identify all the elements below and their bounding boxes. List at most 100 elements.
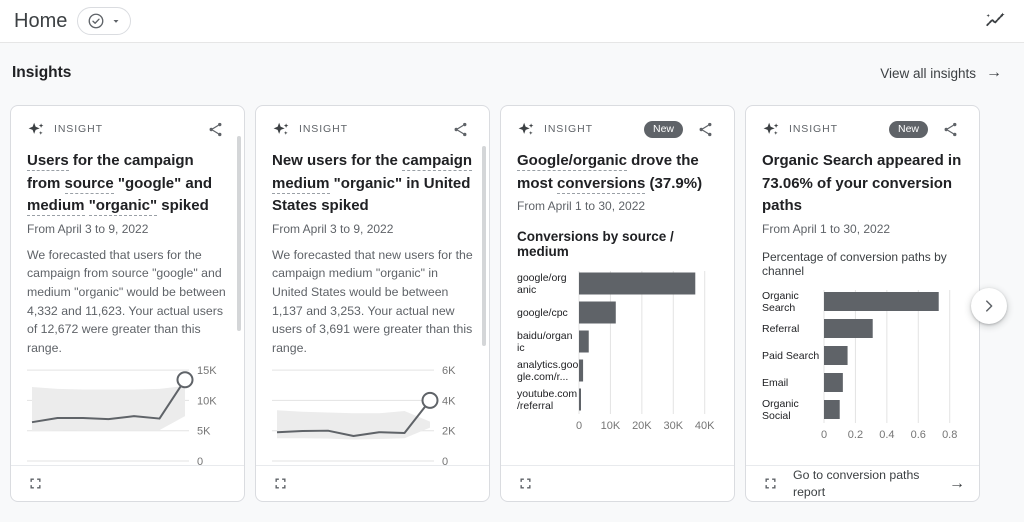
card-title: Organic Search appeared in 73.06% of you… <box>762 152 962 214</box>
chart-container: Organic Search Referral Paid Search Email Org… <box>762 288 963 443</box>
insight-card-conversions-by-source: INSIGHT New Google/organic drove the mos… <box>500 105 735 502</box>
svg-text:gle.com/r...: gle.com/r... <box>517 371 568 383</box>
users-line-chart: 15K10K5K020Feb2706Mar13202703Apr <box>27 365 217 465</box>
svg-text:Paid Search: Paid Search <box>762 350 819 362</box>
svg-text:0: 0 <box>576 420 582 432</box>
expand-icon[interactable] <box>515 473 536 494</box>
carousel-next-button[interactable] <box>971 288 1007 324</box>
svg-text:40K: 40K <box>695 420 715 432</box>
chart-section-title: Conversions by source / medium <box>517 229 674 259</box>
svg-text:10K: 10K <box>197 395 217 407</box>
insights-heading: Insights <box>12 64 72 81</box>
underlined-term[interactable]: "organic" <box>88 197 158 216</box>
card-date: From April 1 to 30, 2022 <box>517 199 646 213</box>
card-footer <box>256 465 489 501</box>
share-icon[interactable] <box>203 117 228 142</box>
right-arrow-icon: → <box>986 64 1002 81</box>
svg-text:30K: 30K <box>663 420 683 432</box>
svg-text:google/org: google/org <box>517 272 567 284</box>
card-footer: Go to conversion paths report → <box>746 465 979 501</box>
expand-icon[interactable] <box>25 473 46 494</box>
insight-card-conversion-paths: INSIGHT New Organic Search appeared in 7… <box>745 105 980 502</box>
sparkle-insight-icon <box>272 120 291 139</box>
view-all-insights-label: View all insights <box>880 65 976 81</box>
share-icon[interactable] <box>448 117 473 142</box>
underlined-term[interactable]: Users <box>27 152 69 171</box>
card-date: From April 3 to 9, 2022 <box>272 221 394 236</box>
svg-text:0.2: 0.2 <box>848 429 863 441</box>
caret-down-icon <box>111 16 121 26</box>
svg-text:Organic: Organic <box>762 398 799 410</box>
svg-text:youtube.com: youtube.com <box>517 388 577 400</box>
insight-kicker: INSIGHT <box>54 123 103 135</box>
svg-text:6K: 6K <box>442 365 456 377</box>
svg-text:0: 0 <box>821 429 827 441</box>
share-icon[interactable] <box>693 117 718 142</box>
insight-kicker: INSIGHT <box>544 123 593 135</box>
underlined-term[interactable]: conversions <box>557 174 646 194</box>
svg-text:4K: 4K <box>442 395 456 407</box>
expand-icon[interactable] <box>760 473 781 494</box>
share-icon[interactable] <box>938 117 963 142</box>
svg-text:0.6: 0.6 <box>911 429 926 441</box>
insight-card-new-users-spiked: INSIGHT New users for the campaign mediu… <box>255 105 490 502</box>
chart-section-label: Percentage of conversion paths by channe… <box>762 249 947 278</box>
card-main: INSIGHT New Google/organic drove the mos… <box>501 106 734 465</box>
sparkle-insight-icon <box>762 120 781 139</box>
card-header: INSIGHT <box>27 118 228 140</box>
card-main: INSIGHT Users for the campaign from sour… <box>11 106 244 465</box>
conversions-bar-chart: google/organic google/cpc baidu/organic ana… <box>517 271 715 432</box>
card-main: INSIGHT New users for the campaign mediu… <box>256 106 489 465</box>
topbar: Home <box>0 0 1024 43</box>
svg-text:/referral: /referral <box>517 400 553 412</box>
underlined-term[interactable]: source <box>64 174 114 194</box>
card-header: INSIGHT New <box>517 118 718 140</box>
chart-container: 15K10K5K020Feb2706Mar13202703Apr <box>27 358 228 465</box>
card-title: Users for the campaign from source "goog… <box>27 152 213 216</box>
svg-text:10K: 10K <box>601 420 621 432</box>
underlined-term[interactable]: Google/organic <box>517 152 628 171</box>
chart-container: google/org anic google/cpc baidu/organ ic ana… <box>517 269 718 434</box>
svg-text:2K: 2K <box>442 425 456 437</box>
chevron-right-icon <box>980 297 998 315</box>
svg-text:Organic: Organic <box>762 290 799 302</box>
svg-text:baidu/organ: baidu/organ <box>517 330 573 342</box>
card-footer <box>501 465 734 501</box>
underlined-term[interactable]: medium <box>27 197 85 216</box>
card-body-text: We forecasted that users for the campaig… <box>27 247 226 355</box>
right-arrow-icon[interactable]: → <box>949 474 965 492</box>
card-scrollbar[interactable] <box>482 146 486 346</box>
card-body-text: We forecasted that new users for the cam… <box>272 247 473 355</box>
card-date: From April 1 to 30, 2022 <box>762 221 891 236</box>
svg-text:20K: 20K <box>632 420 652 432</box>
report-status-dropdown[interactable] <box>77 7 132 35</box>
sparkle-insight-icon <box>517 120 536 139</box>
insight-card-users-spiked: INSIGHT Users for the campaign from sour… <box>10 105 245 502</box>
view-all-insights-link[interactable]: View all insights → <box>874 63 1008 83</box>
new-users-line-chart: 6K4K2K020Feb2706Mar13202703Apr <box>272 365 456 465</box>
svg-text:Social: Social <box>762 410 791 422</box>
card-date: From April 3 to 9, 2022 <box>27 221 149 236</box>
footer-action-label[interactable]: Go to conversion paths report <box>793 467 920 499</box>
svg-text:15K: 15K <box>197 365 217 377</box>
new-badge: New <box>888 120 928 138</box>
sparkle-insight-icon <box>27 120 46 139</box>
insight-kicker: INSIGHT <box>789 123 838 135</box>
card-scrollbar[interactable] <box>237 136 241 331</box>
insights-trend-icon[interactable] <box>980 6 1010 36</box>
insights-header-row: Insights View all insights → <box>0 43 1024 97</box>
card-header: INSIGHT New <box>762 118 963 140</box>
card-footer <box>11 465 244 501</box>
svg-text:analytics.goo: analytics.goo <box>517 359 578 371</box>
insight-kicker: INSIGHT <box>299 123 348 135</box>
card-main: INSIGHT New Organic Search appeared in 7… <box>746 106 979 465</box>
svg-text:5K: 5K <box>197 425 211 437</box>
chart-container: 6K4K2K020Feb2706Mar13202703Apr <box>272 358 473 465</box>
card-header: INSIGHT <box>272 118 473 140</box>
svg-text:0: 0 <box>197 456 203 465</box>
svg-text:0: 0 <box>442 456 448 465</box>
underlined-term[interactable]: campaign medium <box>272 152 473 194</box>
check-circle-icon <box>87 12 105 30</box>
expand-icon[interactable] <box>270 473 291 494</box>
